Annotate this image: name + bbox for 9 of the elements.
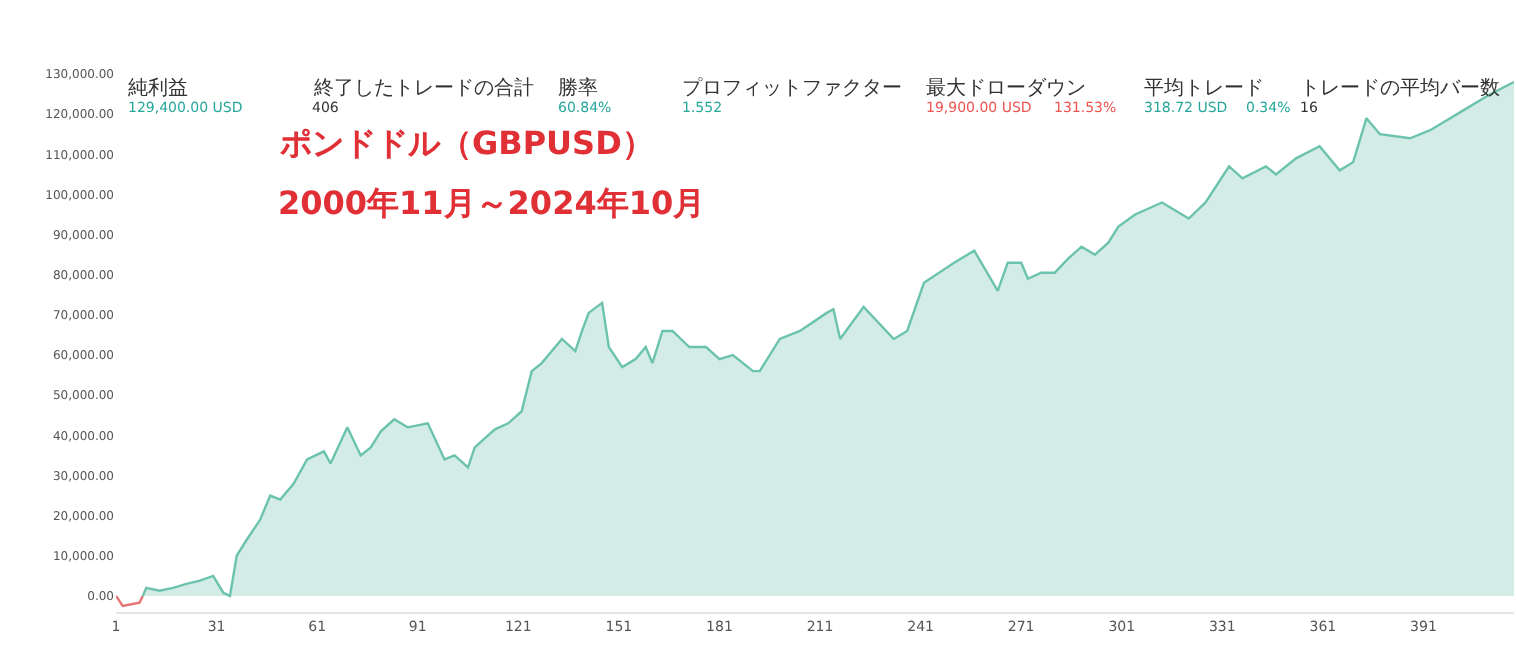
annotation: 終了したトレードの合計 <box>312 76 534 100</box>
text: 2000年11月～2024年10月 <box>278 184 706 222</box>
annotation: トレードの平均バー数 <box>1300 76 1500 100</box>
text: ポンドドル（GBPUSD） <box>278 124 654 162</box>
annotation: 最大ドローダウン <box>926 76 1086 100</box>
annotation: 純利益 <box>128 76 188 100</box>
annotation: 平均トレード <box>1144 76 1264 100</box>
annotation: 勝率 <box>558 76 598 100</box>
annotation: プロフィットファクター <box>682 76 902 100</box>
